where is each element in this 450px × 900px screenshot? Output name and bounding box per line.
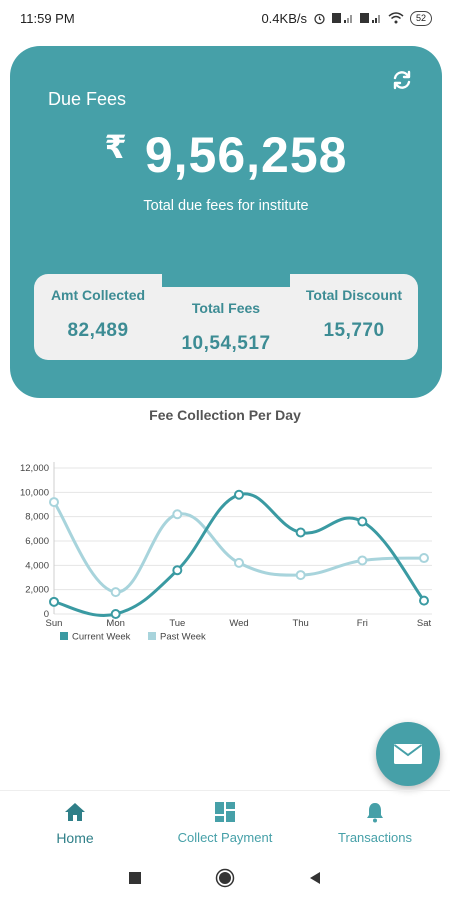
legend-swatch [60,632,68,640]
total-fees-label: Total Fees [191,300,261,316]
due-fees-title: Due Fees [48,89,127,109]
data-point [110,609,121,619]
nav-home[interactable]: Home [0,791,150,856]
legend-label: Past Week [160,632,206,643]
y-tick-label: 0 [44,609,49,620]
chart-title: Fee Collection Per Day [149,407,301,423]
due-fees-amount: 9,56,258 [144,127,348,183]
y-tick-label: 8,000 [25,512,49,523]
currency-symbol: ₹ [104,129,127,165]
data-point [110,587,121,598]
data-point [357,516,368,527]
home-icon [64,801,86,823]
data-point [234,489,244,500]
wifi-icon [388,12,404,24]
data-point [172,565,183,576]
data-point [295,570,306,581]
data-point [295,527,306,538]
x-tick-label: Mon [106,618,124,629]
due-fees-card: Due Fees ₹ 9,56,258 Total due fees for i… [10,46,442,398]
x-tick-label: Fri [357,618,368,629]
legend-swatch [148,632,156,640]
total-discount-label: Total Discount [305,287,403,303]
series-line-past-week [52,501,425,594]
status-bar: 11:59 PM 0.4KB/s 52 [0,0,450,36]
nav-transactions-label: Transactions [338,830,412,845]
bell-icon [365,801,385,823]
sim-signal-icon [331,12,354,24]
back-button[interactable] [305,868,325,888]
sim2-signal-icon [359,12,382,24]
status-time: 11:59 PM [20,10,75,26]
x-tick-label: Thu [292,618,308,629]
data-point [49,596,59,607]
x-tick-label: Sat [417,618,432,629]
data-point [49,497,59,508]
system-nav [0,858,450,898]
nav-collect-payment[interactable]: Collect Payment [150,791,300,856]
home-system-button[interactable] [215,868,235,888]
data-point [234,557,244,568]
refresh-icon [393,70,411,90]
y-tick-label: 10,000 [20,487,49,498]
triangle-back-icon [310,872,320,884]
x-tick-label: Tue [169,618,185,629]
message-fab[interactable] [376,722,440,786]
grid-icon [214,801,236,823]
total-fees-stat: Total Fees 10,54,517 [162,274,290,360]
fee-collection-chart: 0 2,000 4,000 6,000 8,000 10,000 12,000 Sun Mon T… [20,462,432,643]
y-tick-label: 6,000 [25,536,49,547]
recents-button[interactable] [125,868,145,888]
alarm-icon [313,12,326,25]
data-point [357,555,368,566]
y-tick-label: 4,000 [25,560,49,571]
y-tick-label: 2,000 [25,585,49,596]
legend-label: Current Week [72,632,131,643]
due-fees-amount-row: ₹ 9,56,258 [10,126,442,184]
square-icon [129,872,141,884]
x-tick-label: Wed [229,618,248,629]
due-fees-subtitle: Total due fees for institute [143,198,309,214]
nav-collect-payment-label: Collect Payment [177,830,273,845]
nav-transactions[interactable]: Transactions [300,791,450,856]
total-discount-stat: Total Discount 15,770 [290,274,418,360]
status-icons: 0.4KB/s 52 [261,10,432,26]
refresh-button[interactable] [390,68,414,92]
battery-icon: 52 [409,10,432,26]
total-fees-value: 10,54,517 [181,333,271,354]
envelope-icon [393,744,423,764]
y-tick-label: 12,000 [20,463,49,474]
amt-collected-value: 82,489 [67,320,129,341]
bottom-nav: Home Collect Payment Transactions [0,790,450,856]
data-point [419,595,429,606]
total-discount-value: 15,770 [323,320,385,341]
total-fees-panel: Total Fees 10,54,517 [162,287,290,360]
circle-icon [215,868,235,888]
stats-row: Amt Collected 82,489 Total Fees 10,54,51… [34,274,418,360]
network-speed: 0.4KB/s [261,10,307,26]
amt-collected-label: Amt Collected [50,287,146,303]
data-point [419,553,429,564]
data-point [172,509,183,520]
amt-collected-stat: Amt Collected 82,489 [34,274,162,360]
series-line-current-week [53,492,426,617]
x-tick-label: Sun [46,618,63,629]
nav-home-label: Home [56,830,94,846]
